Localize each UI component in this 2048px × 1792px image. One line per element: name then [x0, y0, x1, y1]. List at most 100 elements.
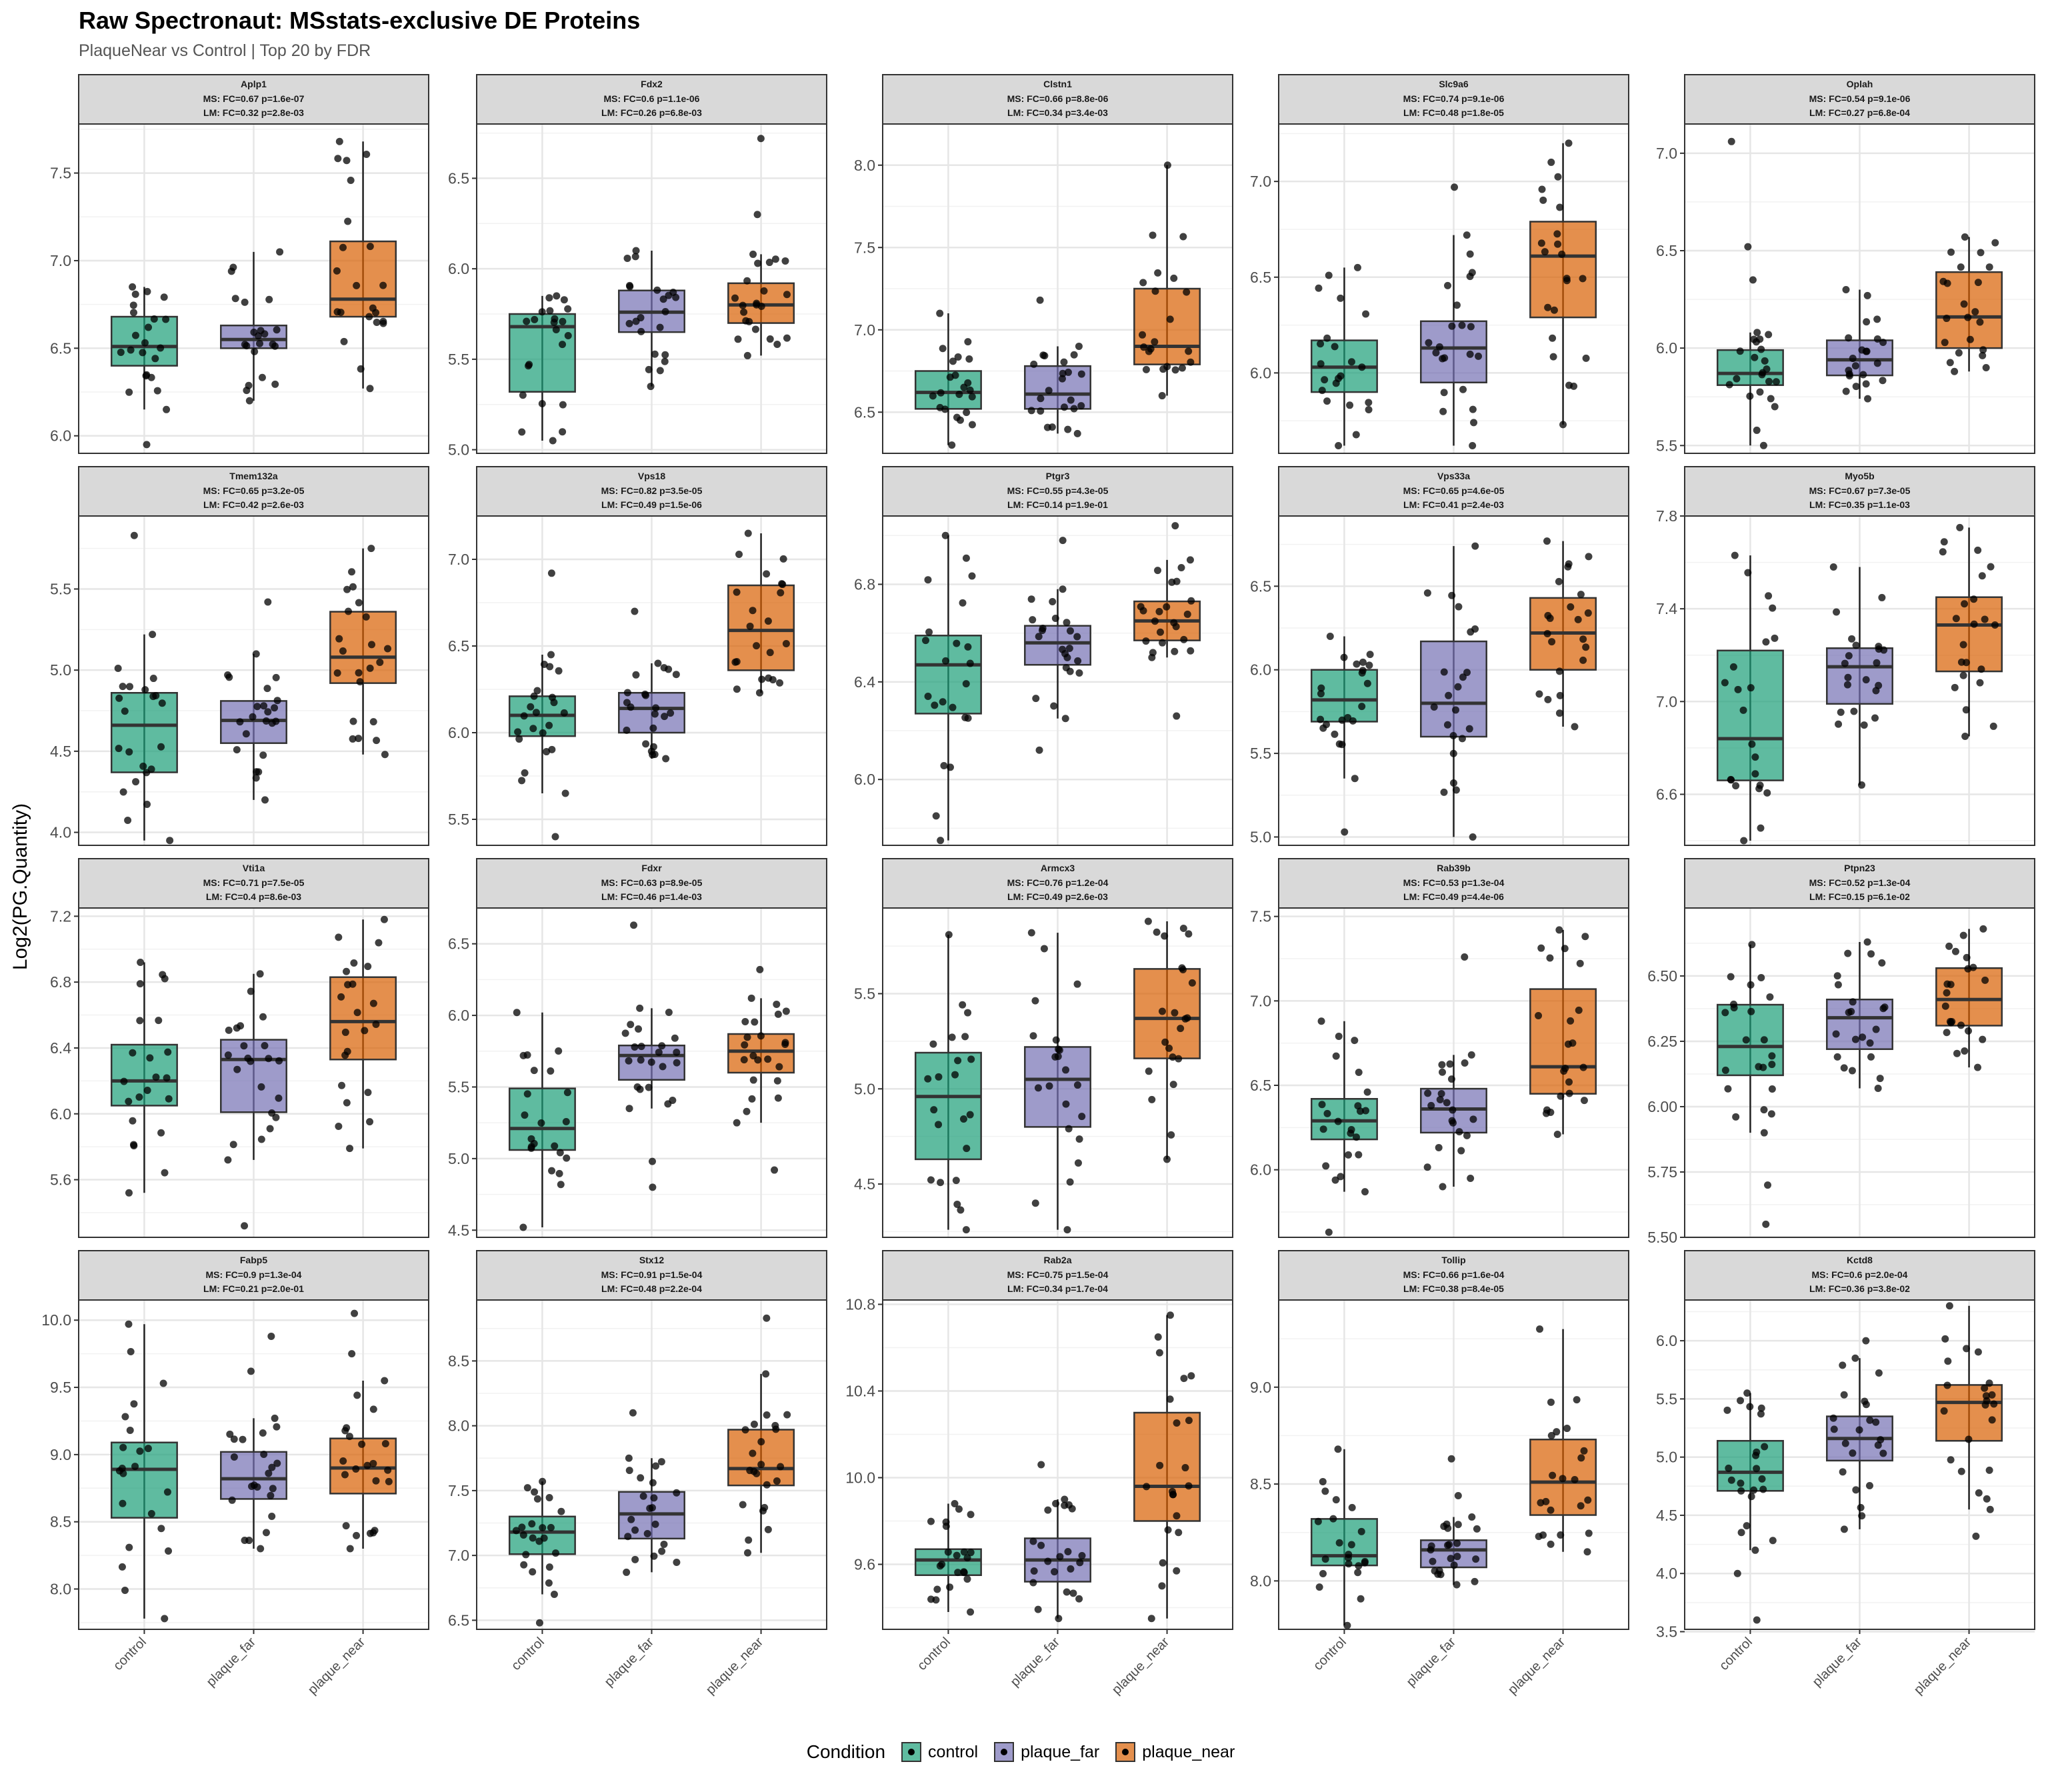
- data-point: [383, 645, 391, 653]
- data-point: [955, 1505, 963, 1513]
- data-point: [1321, 376, 1329, 384]
- data-point: [1158, 392, 1166, 400]
- data-point: [932, 812, 940, 820]
- y-tick-label: 7.0: [1656, 145, 1677, 162]
- data-point: [1755, 785, 1763, 793]
- data-point: [927, 1176, 935, 1184]
- data-point: [1059, 645, 1067, 653]
- data-point: [1175, 1055, 1183, 1063]
- data-point: [1744, 569, 1752, 577]
- data-point: [1331, 730, 1339, 738]
- data-point: [1858, 781, 1866, 789]
- strip-lm-stats: LM: FC=0.35 p=1.1e-03: [1809, 499, 1910, 510]
- data-point: [931, 701, 939, 709]
- box-plaque_near: [1935, 967, 2003, 1027]
- data-point: [552, 1549, 560, 1557]
- data-point: [341, 1471, 349, 1479]
- data-point: [1849, 1449, 1857, 1457]
- data-point-outlier: [241, 1222, 249, 1230]
- strip-lm-stats: LM: FC=0.49 p=2.6e-03: [1007, 891, 1108, 902]
- data-point: [671, 1034, 679, 1042]
- y-tick-label: 4.5: [1656, 1507, 1677, 1524]
- y-tick-label: 6.5: [448, 637, 469, 655]
- data-point: [1337, 294, 1345, 302]
- legend-title: Condition: [806, 1741, 886, 1762]
- data-point: [783, 334, 791, 342]
- data-point: [161, 1615, 169, 1623]
- data-point: [1178, 964, 1186, 972]
- data-point: [1761, 357, 1769, 365]
- data-point: [1078, 1551, 1086, 1559]
- data-point: [1429, 1557, 1437, 1565]
- data-point: [1351, 775, 1359, 783]
- data-point-outlier: [1341, 828, 1349, 836]
- data-point: [519, 391, 527, 399]
- data-point: [1565, 139, 1573, 147]
- data-point: [783, 291, 791, 299]
- data-point: [643, 1530, 651, 1538]
- data-point: [339, 243, 347, 251]
- data-point: [1751, 770, 1759, 778]
- strip-protein-name: Tmem132a: [229, 471, 278, 481]
- facet-panel-fdx2: Fdx2 MS: FC=0.6 p=1.1e-06 LM: FC=0.26 p=6.…: [448, 74, 827, 459]
- strip-ms-stats: MS: FC=0.67 p=7.3e-05: [1809, 485, 1911, 496]
- y-axis-label: Log2(PG.Quantity): [9, 803, 31, 970]
- data-point: [1732, 782, 1740, 790]
- data-point: [1448, 322, 1456, 330]
- data-point: [1951, 947, 1959, 955]
- data-point: [1850, 707, 1858, 715]
- data-point: [1978, 572, 1986, 580]
- strip-protein-name: Ptpn23: [1844, 863, 1875, 873]
- data-point: [1439, 1068, 1447, 1076]
- data-point: [115, 694, 123, 702]
- data-point: [930, 1106, 938, 1114]
- strip-background: [78, 466, 429, 517]
- y-tick-label: 8.5: [1250, 1475, 1271, 1493]
- data-point: [1757, 1410, 1765, 1418]
- data-point: [662, 755, 670, 763]
- y-tick-label: 7.0: [448, 551, 469, 568]
- data-point: [1873, 359, 1881, 367]
- facet-panel-armcx3: Armcx3 MS: FC=0.76 p=1.2e-04 LM: FC=0.49 p…: [854, 858, 1233, 1238]
- data-point: [1151, 617, 1159, 625]
- data-point: [735, 551, 743, 559]
- data-point: [267, 1491, 275, 1499]
- data-point: [1957, 263, 1965, 271]
- data-point-outlier: [264, 598, 272, 606]
- data-point: [1070, 405, 1078, 413]
- strip-ms-stats: MS: FC=0.91 p=1.5e-04: [601, 1269, 703, 1280]
- box-plaque_far: [1420, 640, 1487, 738]
- strip-background: [1684, 466, 2035, 517]
- x-tick-label: control: [1311, 1635, 1349, 1673]
- data-point: [1471, 1577, 1479, 1585]
- data-point: [1974, 546, 1982, 554]
- y-tick-label: 4.0: [50, 824, 71, 841]
- data-point: [343, 157, 351, 165]
- data-point: [136, 1017, 144, 1025]
- data-point: [1352, 1133, 1360, 1141]
- data-point: [560, 296, 568, 304]
- strip-lm-stats: LM: FC=0.32 p=2.8e-03: [203, 107, 304, 118]
- data-point: [1449, 1106, 1457, 1114]
- data-point: [1941, 339, 1949, 347]
- data-point: [1959, 671, 1967, 679]
- data-point: [1867, 950, 1875, 958]
- data-point: [749, 1449, 757, 1457]
- strip-background: [1278, 466, 1629, 517]
- strip-ms-stats: MS: FC=0.52 p=1.3e-04: [1809, 877, 1911, 888]
- data-point: [1440, 788, 1448, 796]
- data-point: [1166, 315, 1174, 323]
- data-point: [1857, 1503, 1865, 1511]
- data-point: [774, 1010, 782, 1018]
- data-point: [548, 1167, 556, 1175]
- data-point: [1475, 352, 1483, 360]
- data-point: [1435, 1143, 1443, 1151]
- data-point: [1143, 1483, 1151, 1491]
- data-point: [1446, 1060, 1454, 1068]
- data-point: [1175, 1529, 1183, 1537]
- data-point: [157, 344, 165, 352]
- data-point: [656, 367, 664, 375]
- strip-background: [78, 1250, 429, 1301]
- data-point: [1756, 335, 1764, 343]
- data-point: [564, 332, 572, 340]
